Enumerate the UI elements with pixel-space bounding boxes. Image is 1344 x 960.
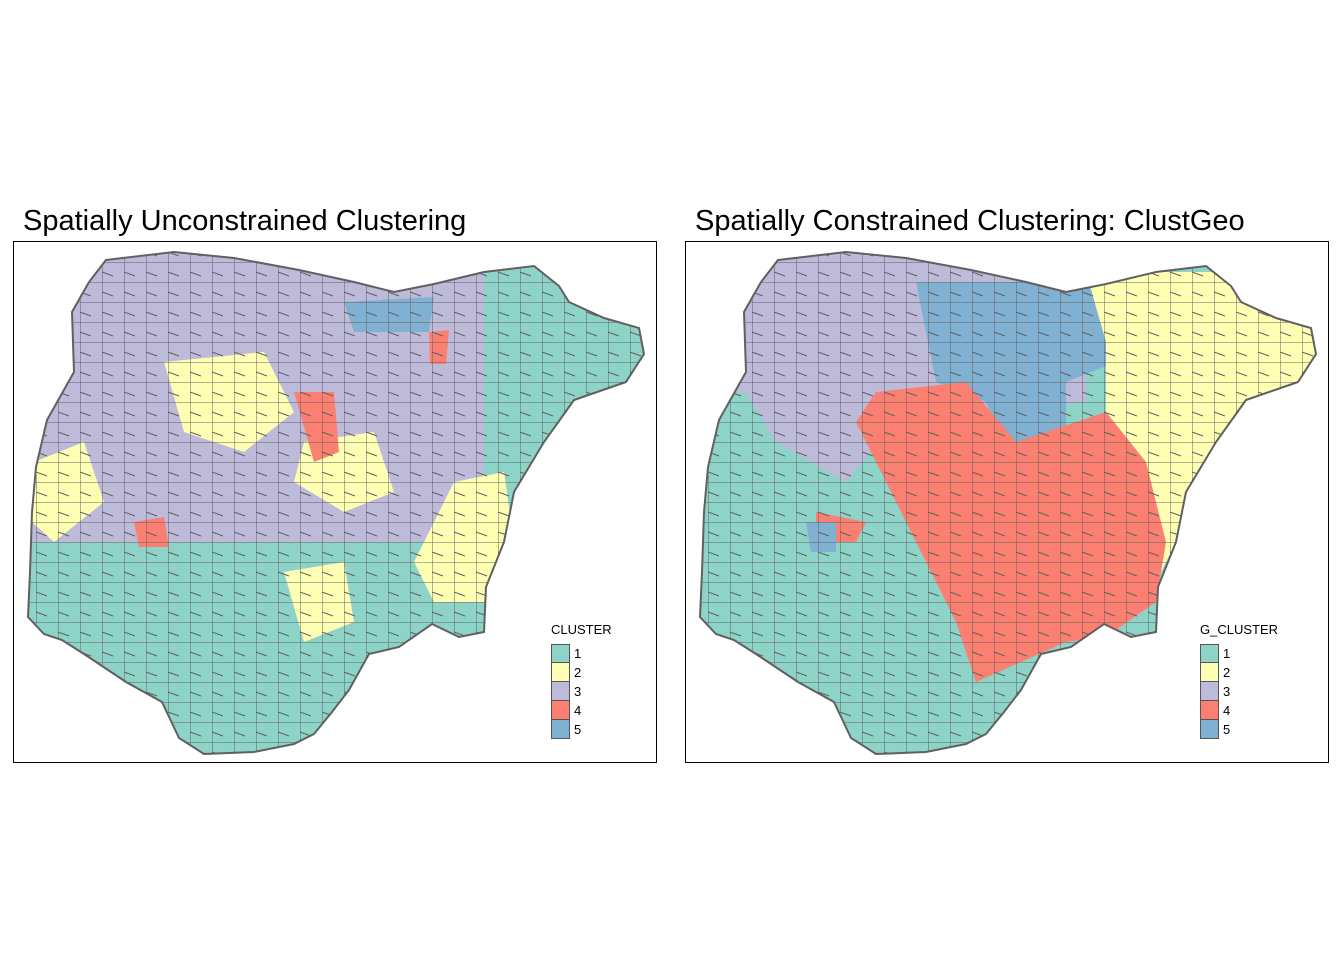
legend-swatch [551, 682, 570, 701]
legend-swatch [551, 663, 570, 682]
panel-2-legend-item: 5 [1200, 720, 1278, 739]
legend-label: 5 [1223, 722, 1231, 737]
legend-swatch [1200, 644, 1219, 663]
panel-2-map-frame: G_CLUSTER 1 2 3 4 5 [685, 241, 1329, 763]
panel-2-legend-item: 4 [1200, 701, 1278, 720]
legend-label: 3 [1223, 684, 1231, 699]
legend-swatch [551, 720, 570, 739]
panel-1-legend-item: 4 [551, 701, 612, 720]
panel-1-map-frame: CLUSTER 1 2 3 4 5 [13, 241, 657, 763]
legend-label: 4 [1223, 703, 1231, 718]
legend-label: 1 [574, 646, 582, 661]
panel-2-legend-title: G_CLUSTER [1200, 622, 1279, 637]
panel-1-legend-title: CLUSTER [551, 622, 612, 637]
legend-label: 3 [574, 684, 582, 699]
legend-swatch [551, 644, 570, 663]
panel-1-map [26, 250, 646, 756]
panel-1-legend: CLUSTER 1 2 3 4 5 [551, 620, 612, 739]
panel-1-legend-item: 3 [551, 682, 612, 701]
legend-swatch [1200, 663, 1219, 682]
panel-1-legend-item: 5 [551, 720, 612, 739]
legend-label: 4 [574, 703, 582, 718]
legend-swatch [1200, 720, 1219, 739]
panel-1-legend-item: 1 [551, 644, 612, 663]
panel-2-legend-item: 1 [1200, 644, 1278, 663]
panel-1-country-outline [26, 250, 646, 756]
legend-label: 2 [574, 665, 582, 680]
panel-2-country-outline [698, 250, 1318, 756]
panel-2-legend-item: 3 [1200, 682, 1278, 701]
panel-1-legend-item: 2 [551, 663, 612, 682]
legend-swatch [551, 701, 570, 720]
legend-swatch [1200, 682, 1219, 701]
legend-label: 5 [574, 722, 582, 737]
legend-label: 2 [1223, 665, 1231, 680]
panel-1-title: Spatially Unconstrained Clustering [23, 205, 467, 237]
panel-2-legend-item: 2 [1200, 663, 1278, 682]
legend-label: 1 [1223, 646, 1231, 661]
legend-swatch [1200, 701, 1219, 720]
panel-2-title: Spatially Constrained Clustering: ClustG… [695, 205, 1245, 237]
panel-2-legend: G_CLUSTER 1 2 3 4 5 [1200, 620, 1278, 739]
